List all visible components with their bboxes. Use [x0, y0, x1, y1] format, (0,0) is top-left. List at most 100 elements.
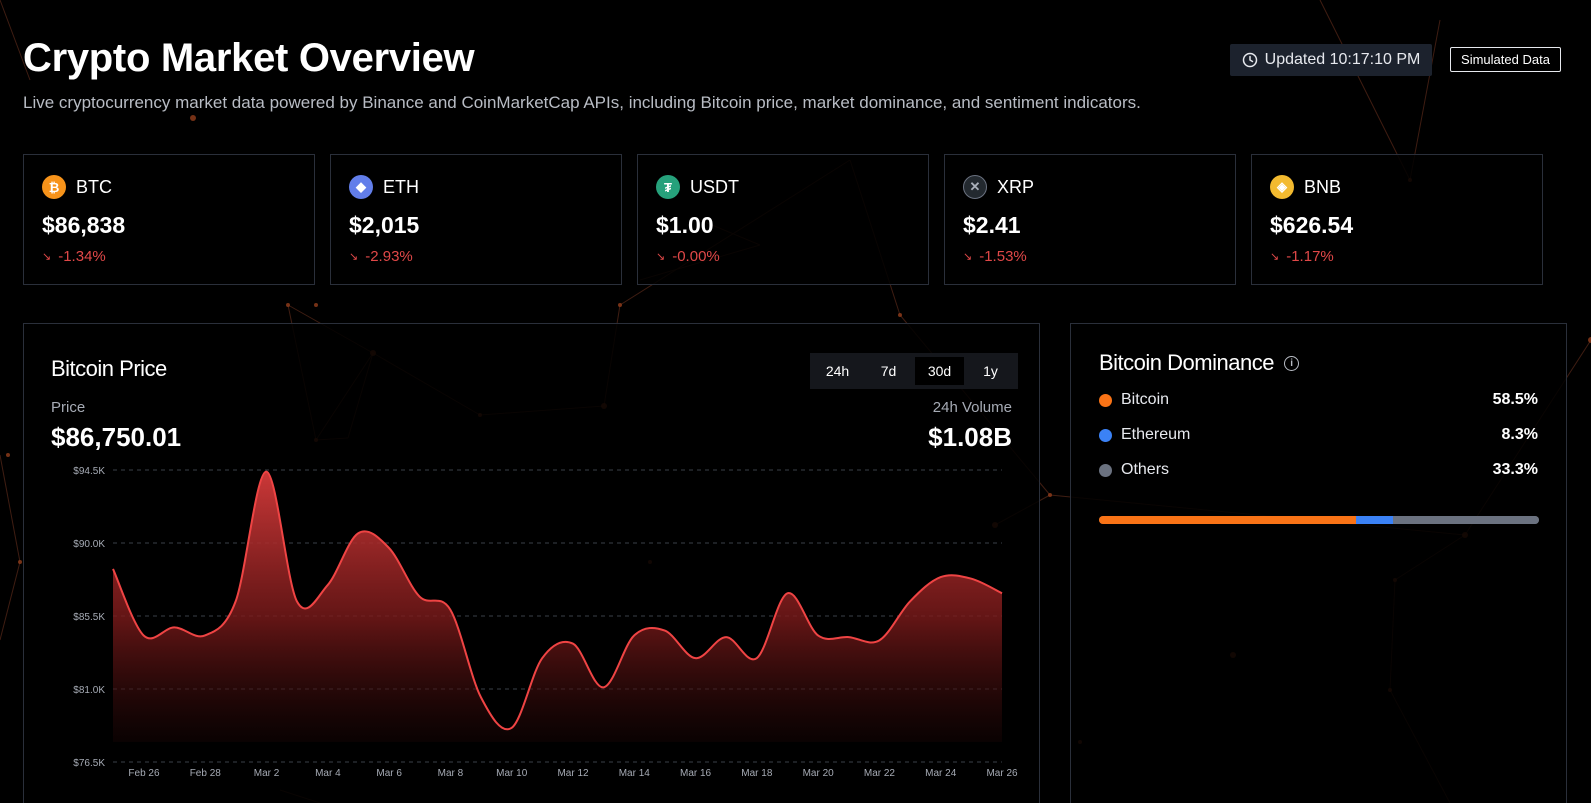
down-arrow-icon: ↘ — [42, 251, 52, 263]
coin-change-value: -2.93% — [365, 248, 413, 265]
y-tick-label: $94.5K — [73, 466, 105, 477]
time-range-tabs: 24h 7d 30d 1y — [810, 353, 1018, 389]
tab-1y[interactable]: 1y — [983, 363, 998, 379]
info-icon[interactable]: i — [1283, 355, 1299, 371]
price-line — [112, 470, 1003, 731]
dominance-name: Others — [1121, 461, 1170, 478]
xrp-icon: ✕ — [963, 175, 987, 199]
bitcoin-dominance-panel: Bitcoin Dominance i Bitcoin 58.5% Ethereum… — [1070, 323, 1567, 803]
y-tick-label: $76.5K — [73, 758, 105, 769]
x-tick-label: Feb 26 — [128, 768, 160, 779]
y-tick-label: $85.5K — [73, 612, 105, 623]
coin-card-eth[interactable]: ◆ ETH $2,015 ↘ -2.93% — [330, 154, 622, 285]
down-arrow-icon: ↘ — [963, 251, 973, 263]
coin-price: $1.00 — [656, 212, 714, 238]
x-tick-label: Mar 8 — [438, 768, 464, 779]
dominance-segment-ethereum — [1356, 516, 1393, 524]
bnb-icon: ◈ — [1270, 175, 1294, 199]
y-tick-label: $81.0K — [73, 685, 105, 696]
tab-24h[interactable]: 24h — [825, 363, 850, 379]
x-tick-label: Mar 26 — [986, 768, 1018, 779]
coin-symbol: USDT — [690, 176, 739, 197]
coin-change-value: -0.00% — [672, 248, 720, 265]
price-chart[interactable]: $76.5K $81.0K $85.5K $90.0K $94.5K Feb 26 Feb … — [24, 324, 1041, 803]
x-tick-label: Mar 12 — [557, 768, 589, 779]
coin-header: ₮ USDT — [656, 175, 739, 199]
dominance-percent: 33.3% — [1492, 461, 1538, 478]
x-tick-label: Mar 24 — [925, 768, 957, 779]
x-tick-label: Mar 20 — [803, 768, 835, 779]
last-updated-text: Updated 10:17:10 PM — [1264, 51, 1421, 68]
coin-header: ✕ XRP — [963, 175, 1034, 199]
legend-dot — [1099, 393, 1112, 407]
page-subtitle: Live cryptocurrency market data powered … — [23, 93, 1141, 112]
dominance-row-others: Others 33.3% — [1099, 459, 1538, 481]
dominance-segment-others — [1392, 516, 1539, 524]
coin-change: ↘ -0.00% — [656, 248, 720, 265]
dominance-title-text: Bitcoin Dominance — [1099, 350, 1274, 375]
coin-symbol: BNB — [1304, 176, 1342, 197]
x-tick-label: Mar 4 — [315, 768, 341, 779]
price-label: Price — [51, 399, 86, 416]
coin-card-xrp[interactable]: ✕ XRP $2.41 ↘ -1.53% — [944, 154, 1236, 285]
x-tick-label: Mar 18 — [741, 768, 773, 779]
last-updated-indicator: Updated 10:17:10 PM — [1230, 44, 1432, 76]
coin-change: ↘ -1.34% — [42, 248, 106, 265]
tether-icon: ₮ — [656, 175, 680, 199]
volume-value: $1.08B — [928, 422, 1012, 452]
dominance-bar — [1099, 516, 1539, 524]
coin-symbol: BTC — [76, 176, 112, 197]
coin-change-value: -1.34% — [58, 248, 106, 265]
x-tick-label: Mar 2 — [254, 768, 280, 779]
dominance-row-bitcoin: Bitcoin 58.5% — [1099, 389, 1538, 411]
coin-change: ↘ -2.93% — [349, 248, 413, 265]
bitcoin-price-panel: Bitcoin Price 24h 7d 30d 1y Price $86,75… — [23, 323, 1040, 803]
coin-change-value: -1.17% — [1286, 248, 1334, 265]
dominance-percent: 58.5% — [1492, 391, 1538, 408]
coin-price: $626.54 — [1270, 212, 1354, 238]
volume-label: 24h Volume — [932, 399, 1012, 416]
ethereum-icon: ◆ — [349, 175, 373, 199]
dominance-percent: 8.3% — [1501, 426, 1538, 443]
coin-change-value: -1.53% — [979, 248, 1027, 265]
coin-price: $86,838 — [42, 212, 126, 238]
dominance-segment-bitcoin — [1099, 516, 1357, 524]
coin-change: ↘ -1.53% — [963, 248, 1027, 265]
coin-price: $2.41 — [963, 212, 1021, 238]
coin-change: ↘ -1.17% — [1270, 248, 1334, 265]
coin-symbol: XRP — [997, 176, 1035, 197]
coin-header: ₿ BTC — [42, 175, 112, 199]
tab-30d[interactable]: 30d — [915, 357, 964, 385]
x-tick-label: Mar 22 — [864, 768, 896, 779]
coin-price: $2,015 — [349, 212, 420, 238]
legend-dot — [1099, 463, 1112, 477]
down-arrow-icon: ↘ — [349, 251, 359, 263]
down-arrow-icon: ↘ — [656, 251, 666, 263]
dominance-name: Ethereum — [1121, 426, 1191, 443]
legend-dot — [1099, 428, 1112, 442]
page-title: Crypto Market Overview — [23, 36, 475, 80]
x-tick-label: Feb 28 — [190, 768, 222, 779]
coin-header: ◆ ETH — [349, 175, 419, 199]
clock-icon — [1242, 52, 1257, 68]
dominance-title: Bitcoin Dominance i — [1099, 350, 1299, 376]
coin-card-bnb[interactable]: ◈ BNB $626.54 ↘ -1.17% — [1251, 154, 1543, 285]
price-area — [113, 471, 1002, 742]
x-tick-label: Mar 16 — [680, 768, 712, 779]
coin-card-btc[interactable]: ₿ BTC $86,838 ↘ -1.34% — [23, 154, 315, 285]
tab-7d[interactable]: 7d — [880, 363, 897, 379]
price-panel-title: Bitcoin Price — [51, 356, 167, 381]
dominance-row-ethereum: Ethereum 8.3% — [1099, 424, 1538, 446]
coin-header: ◈ BNB — [1270, 175, 1341, 199]
x-tick-label: Mar 14 — [619, 768, 651, 779]
dominance-name: Bitcoin — [1121, 391, 1170, 408]
coin-symbol: ETH — [383, 176, 419, 197]
simulated-data-badge: Simulated Data — [1450, 47, 1561, 72]
y-tick-label: $90.0K — [73, 539, 105, 550]
price-value: $86,750.01 — [51, 422, 182, 452]
coin-card-usdt[interactable]: ₮ USDT $1.00 ↘ -0.00% — [637, 154, 929, 285]
x-tick-label: Mar 10 — [496, 768, 528, 779]
down-arrow-icon: ↘ — [1270, 251, 1280, 263]
x-tick-label: Mar 6 — [376, 768, 402, 779]
